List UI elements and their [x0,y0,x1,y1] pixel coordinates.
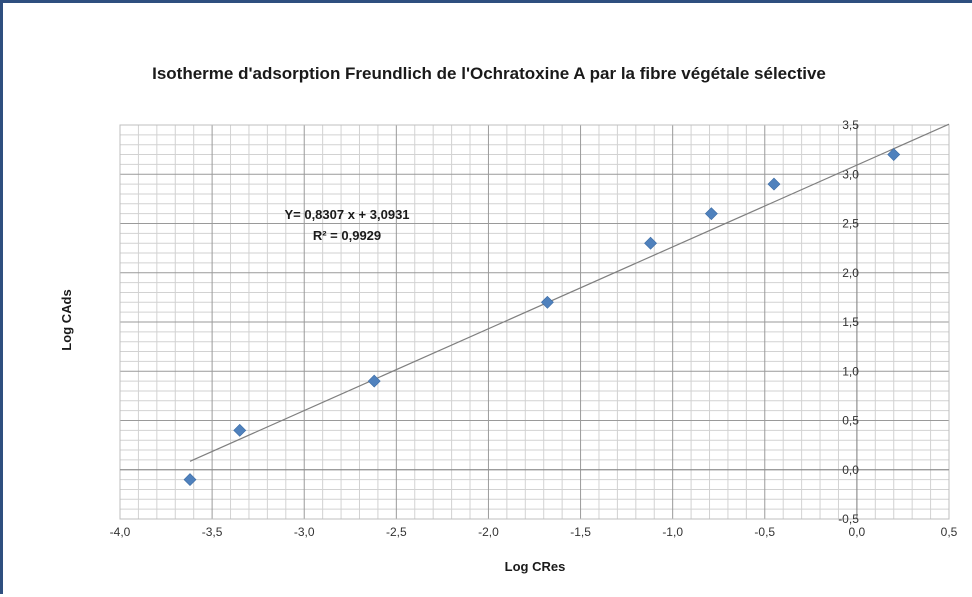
x-axis-label: Log CRes [505,559,566,574]
x-tick-label: -3,0 [294,525,315,539]
data-point [367,374,381,388]
y-tick-label: 2,5 [842,217,859,231]
data-point [540,295,554,309]
x-tick-label: -2,0 [478,525,499,539]
plot-area-border [119,124,950,520]
x-tick-label: 0,0 [849,525,866,539]
y-axis-ticks: -0,5 0,0 0,5 1,0 1,5 2,0 2,5 3,0 3,5 [838,118,859,526]
trendline [189,123,950,462]
x-tick-label: -1,0 [662,525,683,539]
y-tick-label: -0,5 [838,512,859,526]
data-point [887,148,901,161]
y-axis-label: Log CAds [59,289,74,350]
y-tick-label: 0,0 [842,463,859,477]
x-tick-label: 0,5 [941,525,958,539]
chart-title: Isotherme d'adsorption Freundlich de l'O… [152,64,826,83]
y-tick-label: 1,5 [842,315,859,329]
data-point [704,207,718,221]
y-tick-label: 0,5 [842,414,859,428]
scatter-chart: Isotherme d'adsorption Freundlich de l'O… [59,64,958,574]
data-point [183,473,197,487]
x-tick-label: -2,5 [386,525,407,539]
x-axis-ticks: -4,0 -3,5 -3,0 -2,5 -2,0 -1,5 -1,0 -0,5 0,0 0,5 [110,525,958,539]
y-tick-label: 1,0 [842,364,859,378]
data-point [644,236,657,250]
r-squared-label: R² = 0,9929 [313,228,381,243]
trendline-equation: Y= 0,8307 x + 3,0931 [284,207,409,222]
y-tick-label: 2,0 [842,266,859,280]
y-tick-label: 3,5 [842,118,859,132]
data-point [233,423,247,437]
x-tick-label: -1,5 [570,525,591,539]
x-tick-label: -4,0 [110,525,131,539]
y-tick-label: 3,0 [842,167,859,181]
data-point [767,177,781,191]
x-tick-label: -3,5 [202,525,223,539]
data-points [183,148,901,487]
x-tick-label: -0,5 [754,525,775,539]
